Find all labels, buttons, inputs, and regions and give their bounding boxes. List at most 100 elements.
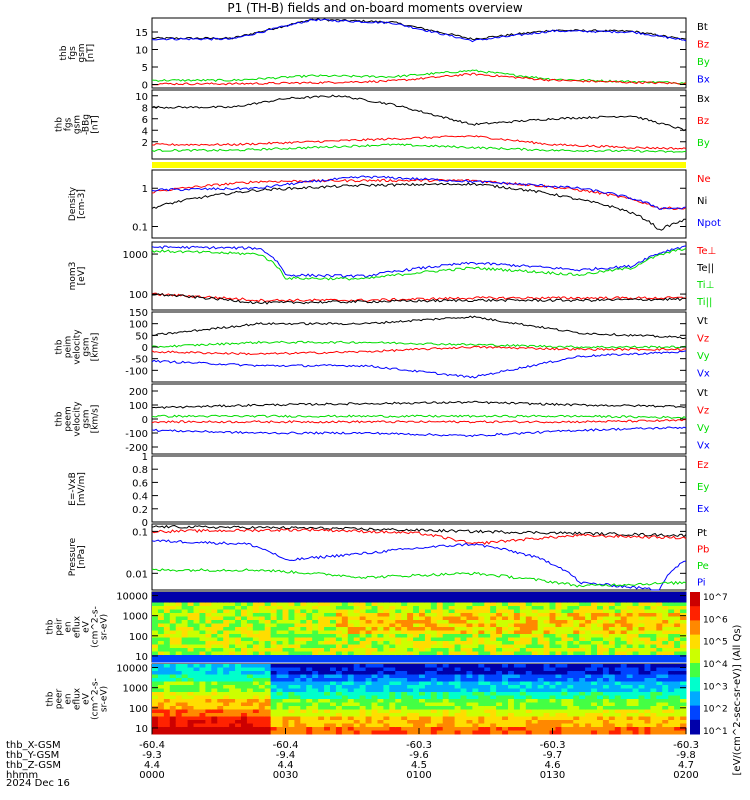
heatmap-cell [306,699,313,703]
heatmap-cell [644,648,651,652]
heatmap-cell [472,644,479,649]
heatmap-cell [602,681,610,686]
heatmap-cell [152,655,159,659]
heatmap-cell [632,595,640,600]
heatmap-cell [324,613,331,617]
heatmap-cell [401,655,408,659]
heatmap-cell [555,623,562,628]
heatmap-cell [169,709,177,714]
heatmap-cell [347,609,355,614]
heatmap-cell [561,620,568,624]
heatmap-cell [187,671,195,675]
heatmap-cell [359,606,367,610]
heatmap-cell [454,627,462,631]
heatmap-cell [193,671,200,675]
heatmap-cell [620,606,628,610]
heatmap-cell [650,706,657,710]
heatmap-cell [644,685,651,689]
heatmap-cell [454,716,462,721]
heatmap-cell [371,623,378,628]
xaxis-row-value: -60.3 [540,740,566,751]
heatmap-cell [270,637,278,642]
heatmap-cell [644,606,651,610]
heatmap-cell [508,620,515,624]
heatmap-cell [270,695,278,700]
heatmap-cell [579,630,586,635]
heatmap-cell [638,695,645,700]
heatmap-cell [335,592,343,596]
heatmap-cell [341,674,349,679]
heatmap-cell [419,678,426,682]
heatmap-cell [513,606,521,610]
heatmap-cell [383,709,390,714]
heatmap-cell [525,664,533,668]
heatmap-cell [525,592,533,596]
heatmap-cell [478,648,485,652]
heatmap-cell [430,678,438,682]
heatmap-cell [561,713,568,717]
heatmap-cell [205,671,212,675]
heatmap-cell [662,599,669,603]
heatmap-cell [490,592,497,596]
heatmap-cell [555,648,562,652]
heatmap-cell [638,606,645,610]
legend-Vz: Vz [697,334,709,345]
heatmap-cell [543,641,551,645]
heatmap-cell [359,634,367,638]
heatmap-cell [662,637,669,642]
heatmap-cell [407,620,414,624]
heatmap-cell [620,671,628,675]
heatmap-cell [668,595,675,600]
heatmap-cell [632,623,640,628]
heatmap-cell [152,667,159,672]
heatmap-cell [389,641,396,645]
heatmap-cell [430,658,438,663]
heatmap-cell [496,623,503,628]
heatmap-cell [163,678,171,682]
heatmap-cell [359,709,367,714]
heatmap-cell [466,620,473,624]
panel-frame [151,311,687,383]
heatmap-cell [395,648,402,652]
heatmap-cell [152,688,159,693]
heatmap-cell [217,595,224,600]
ylabel: thb [55,411,65,426]
heatmap-cell [656,692,663,696]
ylabel: thb [59,45,69,60]
heatmap-cell [389,606,396,610]
heatmap-cell [223,685,230,689]
heatmap-cell [163,637,171,642]
heatmap-cell [306,630,313,635]
heatmap-cell [573,658,580,663]
heatmap-cell [549,716,556,721]
heatmap-cell [199,651,206,656]
heatmap-cell [258,713,266,717]
heatmap-cell [199,709,206,714]
heatmap-cell [424,702,432,707]
heatmap-cell [246,664,254,668]
heatmap-cell [335,641,343,645]
heatmap-cell [300,706,307,710]
heatmap-cell [181,616,189,621]
heatmap-cell [235,727,242,731]
heatmap-cell [264,716,272,721]
heatmap-cell [371,595,378,600]
heatmap-cell [680,713,687,717]
heatmap-cell [674,664,681,668]
heatmap-cell [555,681,562,686]
heatmap-cell [424,651,432,656]
heatmap-cell [193,685,200,689]
heatmap-cell [383,716,390,721]
heatmap-cell [312,627,319,631]
heatmap-cell [152,709,159,714]
heatmap-cell [656,720,663,724]
heatmap-cell [508,634,515,638]
heatmap-cell [466,644,473,649]
heatmap-cell [478,599,485,603]
heatmap-cell [448,606,456,610]
heatmap-cell [490,674,497,679]
heatmap-cell [585,695,592,700]
heatmap-cell [561,648,568,652]
heatmap-cell [460,651,467,656]
heatmap-cell [413,730,420,735]
